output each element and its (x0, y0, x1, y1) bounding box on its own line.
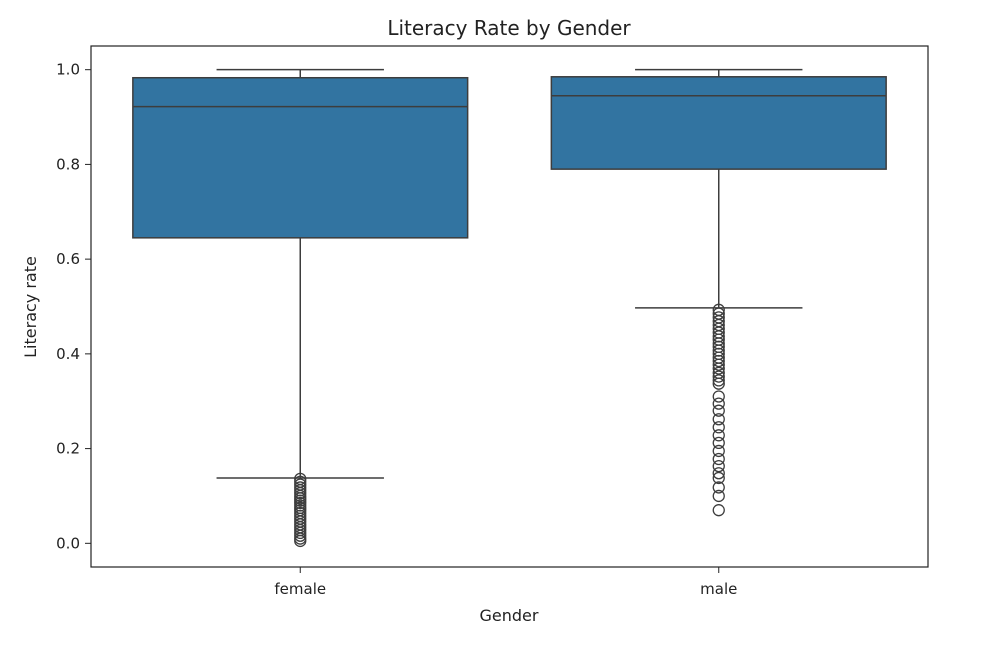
outlier-point (712, 467, 725, 480)
x-tick-label: female (274, 580, 326, 598)
x-tick-label: male (700, 580, 737, 598)
y-tick-label: 0.0 (56, 534, 80, 552)
y-axis-title: Literacy rate (21, 256, 40, 358)
outlier-point (712, 444, 725, 458)
y-tick-label: 0.4 (56, 345, 80, 363)
outlier-point (712, 504, 725, 517)
box-group-male (550, 68, 887, 517)
y-tick-label: 0.2 (56, 440, 80, 458)
box-group-female (132, 68, 469, 548)
outlier-point (712, 390, 725, 403)
outlier-point (712, 370, 725, 383)
outlier-point (712, 452, 725, 466)
outlier-point (712, 374, 725, 387)
outlier-point (712, 429, 725, 442)
outlier-point (712, 413, 725, 426)
plot-frame (90, 45, 929, 568)
y-tick-label: 0.6 (56, 250, 80, 268)
box-iqr (550, 76, 887, 170)
outlier-point (294, 529, 307, 542)
outlier-point (712, 362, 725, 375)
outlier-point (712, 421, 725, 434)
y-tick-label: 0.8 (56, 155, 80, 173)
box-iqr (132, 76, 469, 239)
outlier-point (712, 354, 725, 368)
outlier-point (712, 377, 725, 390)
x-axis-title: Gender (480, 606, 539, 625)
outlier-point (712, 358, 725, 371)
outlier-point (712, 489, 725, 503)
axes: 0.0 0.2 0.4 0.6 0.8 1.0 female male (56, 45, 929, 598)
outlier-point (712, 459, 725, 473)
outlier-point (712, 481, 725, 494)
chart-title: Literacy Rate by Gender (387, 16, 631, 40)
outlier-point (294, 534, 307, 548)
outlier-point (294, 526, 307, 540)
plot-area (132, 68, 887, 548)
outlier-point (712, 471, 725, 485)
y-tick-label: 1.0 (56, 61, 80, 79)
outlier-point (712, 436, 725, 450)
outlier-point (712, 404, 725, 417)
outlier-point (294, 486, 307, 500)
outlier-point (712, 397, 725, 410)
